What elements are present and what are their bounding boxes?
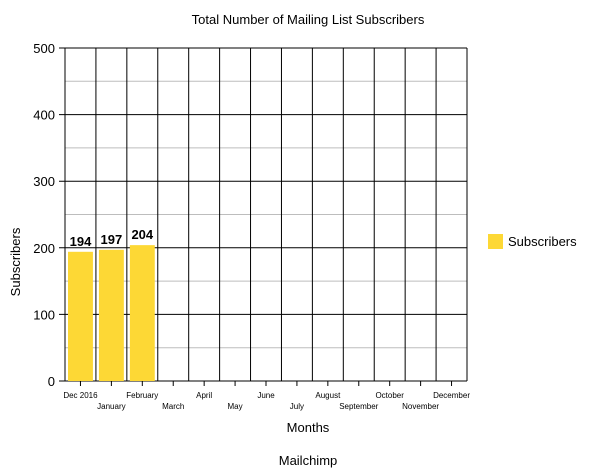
y-tick-label: 100 xyxy=(33,307,55,322)
bar xyxy=(68,251,93,381)
bar xyxy=(129,245,155,381)
x-tick-label: February xyxy=(126,391,158,400)
x-tick-label: August xyxy=(315,391,341,400)
grid xyxy=(59,47,468,382)
y-tick-label: 500 xyxy=(33,41,55,56)
x-tick-label: September xyxy=(339,402,378,411)
data-label: 194 xyxy=(70,234,92,249)
x-tick-label: November xyxy=(402,402,439,411)
data-label: 197 xyxy=(101,232,123,247)
x-tick-label: June xyxy=(257,391,275,400)
chart-title: Total Number of Mailing List Subscribers xyxy=(192,12,425,27)
x-tick-label: May xyxy=(228,402,243,411)
y-tick-label: 0 xyxy=(48,374,55,389)
y-tick-label: 200 xyxy=(33,241,55,256)
x-tick-label: April xyxy=(196,391,212,400)
x-tick-label: January xyxy=(97,402,125,411)
y-tick-label: 300 xyxy=(33,174,55,189)
x-axis-label: Months xyxy=(287,420,330,435)
x-tick-label: July xyxy=(290,402,304,411)
data-labels: 194 197 204 xyxy=(70,227,154,249)
x-tick-label: March xyxy=(162,402,184,411)
y-axis-label: Subscribers xyxy=(8,227,23,296)
bar xyxy=(98,249,124,381)
data-label: 204 xyxy=(131,227,153,242)
legend: Subscribers xyxy=(488,234,577,249)
legend-label: Subscribers xyxy=(508,234,577,249)
y-tick-label: 400 xyxy=(33,108,55,123)
source-label: Mailchimp xyxy=(279,453,338,468)
x-tick-label: December xyxy=(433,391,470,400)
x-tick-label: October xyxy=(375,391,404,400)
x-tick-label: Dec 2016 xyxy=(63,391,98,400)
legend-swatch xyxy=(488,234,503,249)
bars xyxy=(68,245,155,381)
